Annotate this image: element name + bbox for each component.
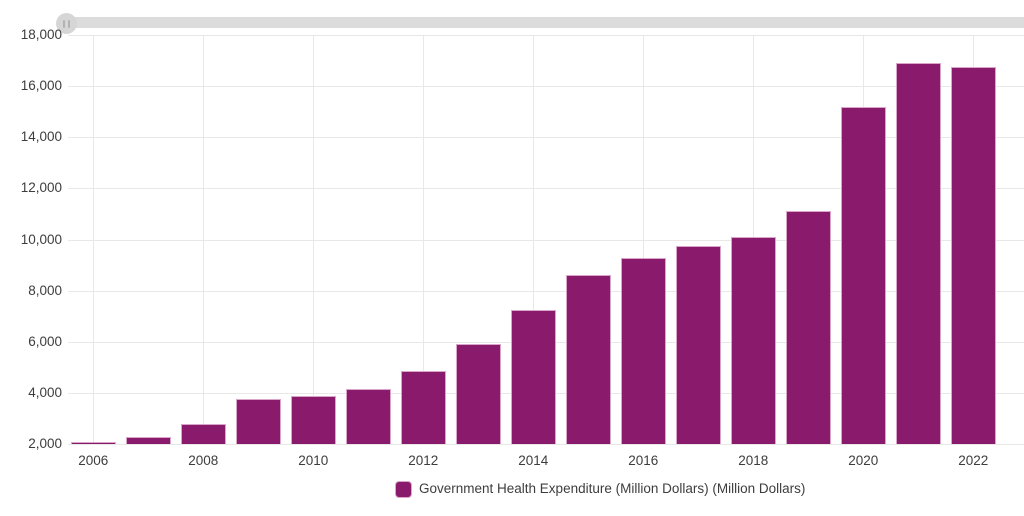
bar-2008[interactable] [180, 423, 226, 444]
gridline-horizontal [68, 35, 1024, 36]
bar-2017[interactable] [675, 245, 721, 444]
bar-2018[interactable] [730, 237, 776, 444]
y-axis-tick-label: 4,000 [28, 384, 62, 400]
gridline-horizontal [68, 290, 1024, 292]
bar-2020[interactable] [840, 107, 886, 444]
gridline-vertical [533, 35, 535, 444]
bar-2016[interactable] [620, 257, 666, 444]
grip-vertical-lines-icon [68, 19, 70, 28]
bar-2011[interactable] [345, 389, 391, 444]
plot-area [68, 35, 1024, 445]
x-axis-tick-label: 2012 [408, 453, 439, 468]
bar-2007[interactable] [125, 437, 171, 444]
bar-2021[interactable] [895, 63, 941, 444]
bar-2013[interactable] [455, 343, 501, 444]
gridline-vertical [93, 35, 95, 444]
x-axis-tick-label: 2018 [738, 453, 769, 468]
bar-2019[interactable] [785, 211, 831, 444]
gridline-vertical [423, 35, 425, 444]
bar-2015[interactable] [565, 274, 611, 444]
gridline-horizontal [68, 239, 1024, 241]
bar-2022[interactable] [950, 67, 996, 444]
legend-label: Government Health Expenditure (Million D… [419, 481, 806, 496]
legend-marker[interactable] [395, 480, 412, 498]
y-axis-tick-label: 8,000 [28, 282, 62, 298]
y-axis-tick-label: 6,000 [28, 333, 62, 349]
grip-vertical-lines-icon [63, 19, 65, 28]
scrollbar-grip-handle[interactable] [56, 13, 77, 34]
gridline-vertical [313, 35, 315, 444]
gridline-vertical [203, 35, 205, 444]
x-axis-tick-label: 2016 [628, 453, 659, 468]
bar-2006[interactable] [70, 442, 116, 444]
y-axis-tick-label: 16,000 [20, 78, 62, 94]
x-axis-tick-label: 2014 [518, 453, 549, 468]
y-axis-tick-label: 14,000 [20, 129, 62, 145]
gridline-vertical [643, 35, 645, 444]
legend-item[interactable]: Government Health Expenditure (Million D… [395, 480, 805, 498]
x-axis-tick-label: 2020 [848, 453, 879, 468]
gridline-horizontal [68, 188, 1024, 190]
x-axis-tick-label: 2006 [78, 453, 109, 468]
gridline-horizontal [68, 86, 1024, 88]
gridline-horizontal [68, 137, 1024, 139]
x-axis-tick-label: 2008 [188, 453, 219, 468]
y-axis-tick-label: 12,000 [20, 180, 62, 196]
bar-2010[interactable] [290, 395, 336, 444]
y-axis-tick-label: 10,000 [20, 231, 62, 247]
x-axis-tick-label: 2010 [298, 453, 329, 468]
bar-2014[interactable] [510, 310, 556, 444]
scrollbar-track[interactable] [68, 17, 1024, 28]
bar-2012[interactable] [400, 370, 446, 444]
y-axis-tick-label: 18,000 [20, 27, 62, 42]
y-axis-tick-label: 2,000 [28, 436, 62, 451]
gridline-horizontal [68, 444, 1024, 445]
bar-2009[interactable] [235, 399, 281, 444]
x-axis-tick-label: 2022 [958, 453, 989, 468]
